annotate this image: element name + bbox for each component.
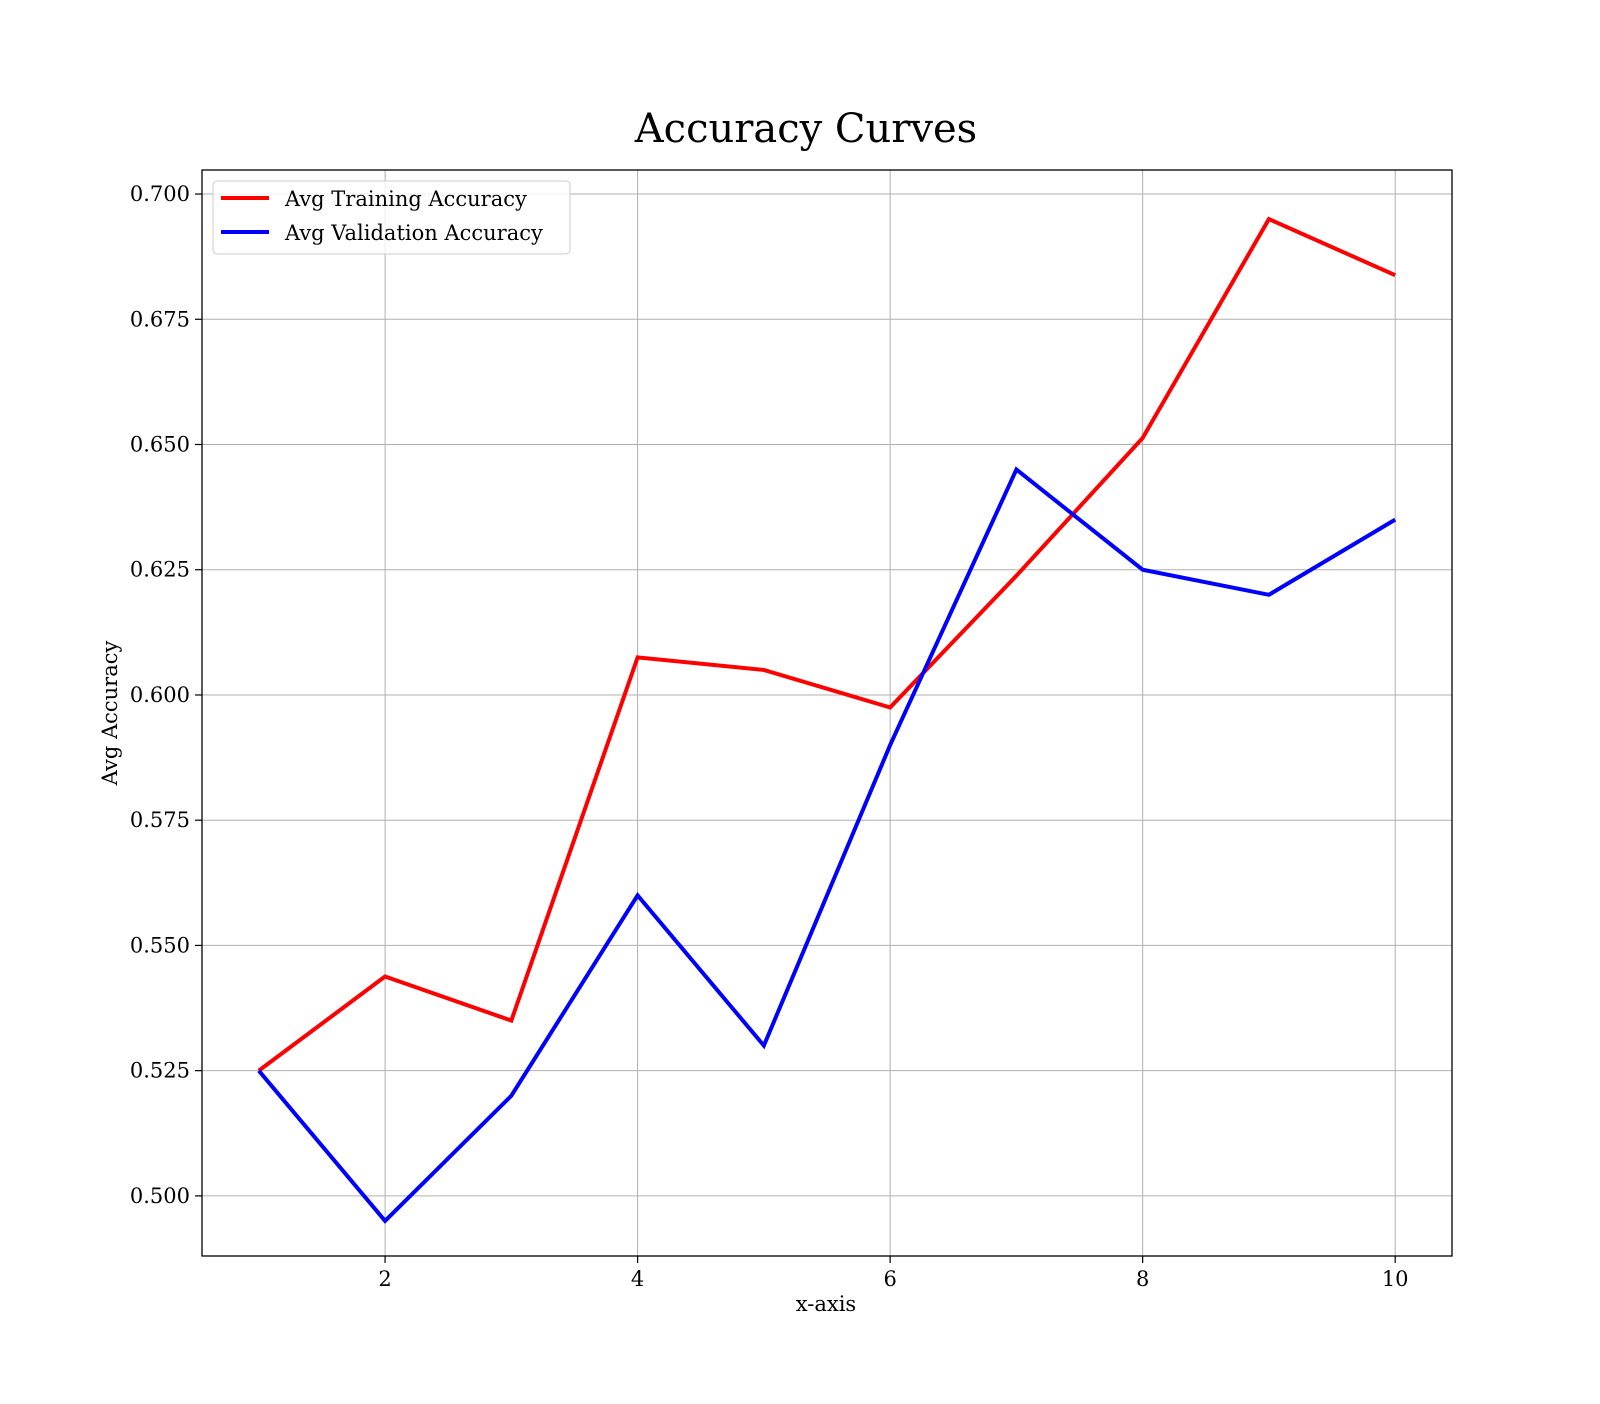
y-tick-label: 0.525 xyxy=(130,1059,190,1083)
y-tick-label: 0.650 xyxy=(130,433,190,457)
x-axis-label: x-axis xyxy=(796,1292,856,1316)
plot-area-frame xyxy=(202,170,1452,1256)
y-tick-label: 0.575 xyxy=(130,808,190,832)
grid-lines xyxy=(202,170,1452,1256)
x-tick-label: 2 xyxy=(378,1267,391,1291)
y-tick-label: 0.675 xyxy=(130,307,190,331)
y-tick-label: 0.550 xyxy=(130,933,190,957)
x-tick-label: 10 xyxy=(1382,1267,1409,1291)
series-line-training xyxy=(259,219,1395,1071)
series-line-validation xyxy=(259,470,1395,1221)
y-axis-ticks: 0.500 0.525 0.550 0.575 0.600 0.625 0.650 0.675… xyxy=(130,182,202,1208)
chart-title: Accuracy Curves xyxy=(634,106,977,152)
legend-label-training: Avg Training Accuracy xyxy=(284,187,527,211)
y-tick-label: 0.500 xyxy=(130,1184,190,1208)
x-tick-label: 6 xyxy=(883,1267,896,1291)
y-tick-label: 0.700 xyxy=(130,182,190,206)
y-tick-label: 0.625 xyxy=(130,558,190,582)
y-axis-label: Avg Accuracy xyxy=(98,641,122,787)
legend: Avg Training Accuracy Avg Validation Acc… xyxy=(213,181,570,254)
x-tick-label: 8 xyxy=(1136,1267,1149,1291)
legend-label-validation: Avg Validation Accuracy xyxy=(284,221,543,245)
y-tick-label: 0.600 xyxy=(130,683,190,707)
x-axis-ticks: 2 4 6 8 10 xyxy=(378,1256,1408,1291)
x-tick-label: 4 xyxy=(631,1267,644,1291)
